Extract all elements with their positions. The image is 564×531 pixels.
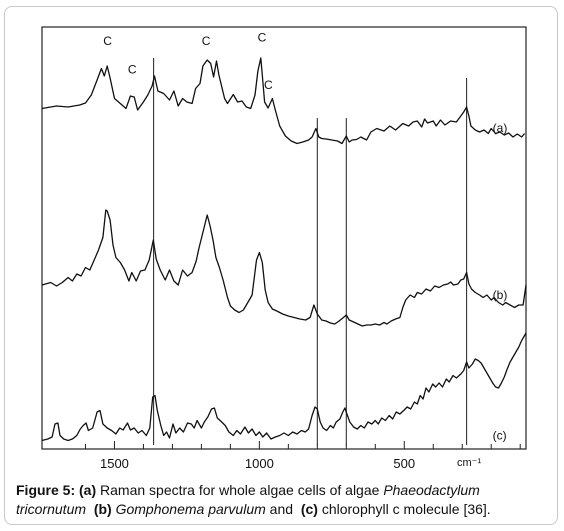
- caption-a-tag: (a): [79, 482, 97, 498]
- caption-c-tag: (c): [300, 501, 318, 517]
- series-label-c: (c): [493, 429, 507, 443]
- spectrum-line-c: [41, 332, 527, 442]
- spectrum-line-b: [41, 209, 527, 327]
- caption-b-tag: (b): [93, 501, 112, 517]
- figure-caption: Figure 5: (a) Raman spectra for whole al…: [16, 481, 550, 519]
- series-label-b: (b): [493, 288, 508, 302]
- caption-c-text: chlorophyll c molecule [36].: [321, 501, 491, 517]
- spectra-series: [41, 57, 527, 442]
- reference-lines: [153, 58, 468, 445]
- raman-spectra-chart: (a) (b) (c) C C C C C 1500 1000 500 cm⁻¹: [41, 26, 527, 471]
- peak-annotation-c: C: [264, 78, 273, 92]
- plot-box: [41, 26, 527, 450]
- annotation-labels: (a) (b) (c) C C C C C: [103, 31, 507, 443]
- x-tick-label: 1000: [245, 456, 274, 471]
- x-unit-label: cm⁻¹: [457, 457, 481, 469]
- x-axis: 1500 1000 500 cm⁻¹: [84, 441, 521, 471]
- caption-a-text: Raman spectra for whole algae cells of a…: [100, 482, 380, 498]
- spectrum-line-a: [41, 57, 526, 145]
- caption-figure-number: Figure 5:: [16, 482, 76, 498]
- caption-a-species: Phaeodactylum tricornutum: [16, 482, 480, 517]
- series-label-a: (a): [493, 121, 508, 135]
- peak-annotation-c: C: [202, 34, 211, 48]
- figure-frame: [4, 6, 558, 525]
- caption-and: and: [269, 501, 294, 517]
- x-tick-label: 500: [393, 456, 415, 471]
- peak-annotation-c: C: [103, 34, 112, 48]
- x-tick-label: 1500: [100, 456, 129, 471]
- caption-b-species: Gomphonema parvulum: [115, 501, 266, 517]
- peak-annotation-c: C: [128, 63, 137, 77]
- peak-annotation-c: C: [258, 31, 267, 45]
